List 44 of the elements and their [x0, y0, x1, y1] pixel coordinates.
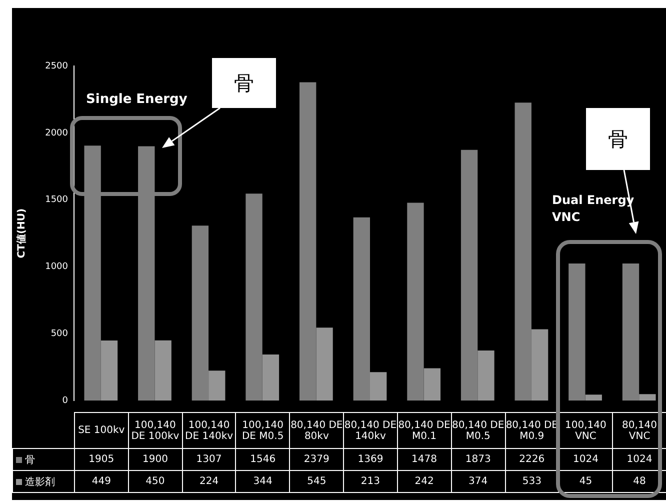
data-label: 344: [236, 470, 290, 492]
data-label: 48: [612, 470, 666, 492]
x-tick-label: 100,140 DE 100kv: [128, 412, 182, 448]
y-tick-label: 2000: [45, 128, 68, 138]
data-label: 242: [397, 470, 452, 492]
data-label: 450: [128, 470, 182, 492]
data-label: 45: [558, 470, 613, 492]
data-label: 449: [74, 470, 128, 492]
data-label: 1024: [558, 448, 613, 470]
data-label: 224: [182, 470, 236, 492]
x-tick-label: 80,140 DE 140kv: [344, 412, 398, 448]
data-label: 2226: [505, 448, 559, 470]
data-label: 1024: [612, 448, 666, 470]
x-tick-label: 100,140 DE M0.5: [236, 412, 290, 448]
data-label: 545: [290, 470, 344, 492]
y-tick-label: 1500: [45, 195, 68, 206]
data-label: 533: [505, 470, 559, 492]
x-tick-label: 80,140 DE M0.5: [451, 412, 505, 448]
y-axis-title: CT値(HU): [16, 208, 28, 258]
y-tick-label: 1000: [45, 262, 68, 272]
legend-label: 骨: [12, 448, 74, 470]
legend-label: 造影剤: [12, 470, 74, 492]
x-tick-label: 80,140 DE M0.1: [397, 412, 452, 448]
data-label: 1905: [74, 448, 128, 470]
y-tick-label: 2500: [45, 61, 68, 72]
y-tick-label: 0: [62, 396, 68, 406]
data-label: 374: [451, 470, 505, 492]
data-label: 1478: [397, 448, 452, 470]
data-label: 1873: [451, 448, 505, 470]
annotation: Single Energy: [86, 92, 188, 107]
annotation: 骨: [586, 108, 650, 170]
data-label: 1900: [128, 448, 182, 470]
data-label: 1307: [182, 448, 236, 470]
x-tick-label: SE 100kv: [74, 412, 128, 448]
data-label: 213: [344, 470, 398, 492]
y-tick-label: 500: [50, 329, 68, 340]
x-tick-label: 100,140 VNC: [558, 412, 613, 448]
data-label: 1369: [344, 448, 398, 470]
data-label: 1546: [236, 448, 290, 470]
x-tick-label: 80,140 DE 80kv: [290, 412, 344, 448]
data-label: 2379: [290, 448, 344, 470]
annotation: 骨: [212, 58, 276, 108]
x-tick-label: 80,140 VNC: [612, 412, 666, 448]
x-tick-label: 100,140 DE 140kv: [182, 412, 236, 448]
